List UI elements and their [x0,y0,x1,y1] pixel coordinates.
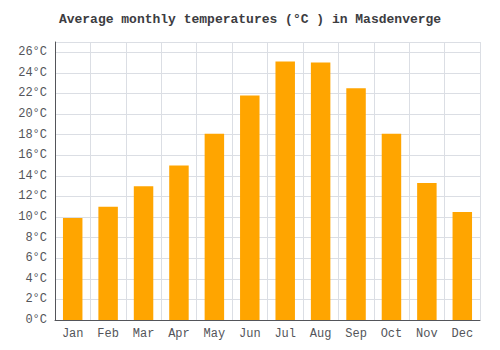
svg-text:22°C: 22°C [18,86,47,100]
svg-text:May: May [204,327,226,341]
svg-text:8°C: 8°C [25,231,47,245]
svg-text:Feb: Feb [97,327,119,341]
svg-text:Apr: Apr [168,327,190,341]
svg-text:2°C: 2°C [25,292,47,306]
svg-text:0°C: 0°C [25,313,47,327]
svg-text:Oct: Oct [381,327,403,341]
svg-text:Jul: Jul [274,327,296,341]
svg-text:20°C: 20°C [18,107,47,121]
svg-text:Dec: Dec [451,327,473,341]
svg-text:Jun: Jun [239,327,261,341]
svg-text:Mar: Mar [133,327,155,341]
svg-text:10°C: 10°C [18,210,47,224]
svg-text:12°C: 12°C [18,189,47,203]
svg-text:Sep: Sep [345,327,367,341]
svg-text:26°C: 26°C [18,45,47,59]
svg-text:Aug: Aug [310,327,332,341]
svg-text:18°C: 18°C [18,128,47,142]
svg-text:Nov: Nov [416,327,438,341]
svg-text:16°C: 16°C [18,148,47,162]
svg-text:4°C: 4°C [25,272,47,286]
svg-text:Average monthly temperatures (: Average monthly temperatures (°C ) in Ma… [59,12,441,27]
svg-text:Jan: Jan [62,327,84,341]
svg-text:14°C: 14°C [18,169,47,183]
svg-text:24°C: 24°C [18,66,47,80]
svg-text:6°C: 6°C [25,251,47,265]
